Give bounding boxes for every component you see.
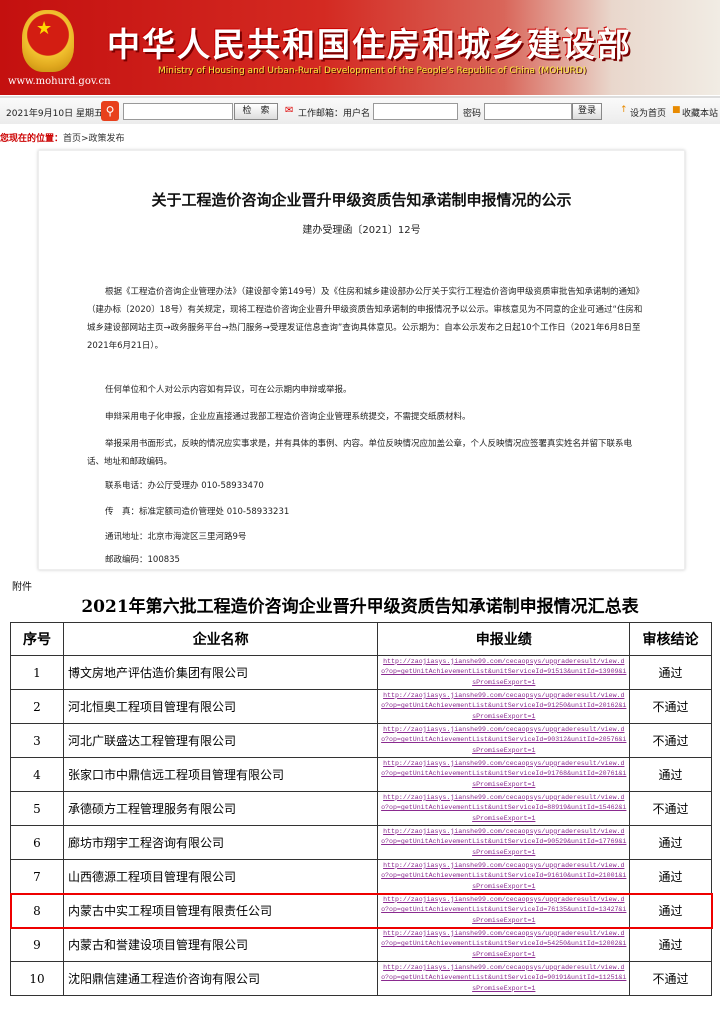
achievement-link[interactable]: http://zaojiasys.jianshe99.com/cecaopsys… <box>377 825 631 860</box>
national-emblem-icon: ★ <box>22 10 74 72</box>
mail-label: 工作邮箱：用户名 <box>298 109 371 119</box>
achievement-link[interactable]: http://zaojiasys.jianshe99.com/cecaopsys… <box>377 791 631 826</box>
table-row: 7 山西德源工程项目管理有限公司 http://zaojiasys.jianshe9… <box>10 859 712 894</box>
site-title: 中华人民共和国住房和城乡建设部 <box>107 25 632 64</box>
review-result: 通过 <box>629 927 712 962</box>
company-name: 博文房地产评估造价集团有限公司 <box>62 655 379 690</box>
breadcrumb-label: 您现在的位置： <box>0 134 64 144</box>
header-company: 企业名称 <box>62 622 379 656</box>
table-header-row: 序号 企业名称 申报业绩 审核结论 <box>10 622 712 656</box>
company-name: 内蒙古和誉建设项目管理有限公司 <box>62 927 379 962</box>
table-row: 10 沈阳鼎信建通工程造价咨询有限公司 http://zaojiasys.jians… <box>10 961 712 996</box>
table-title: 2021年第六批工程造价咨询企业晋升甲级资质告知承诺制申报情况汇总表 <box>81 597 639 617</box>
contact-address: 通讯地址：北京市海淀区三里河路9号 <box>105 532 247 542</box>
mail-icon: ✉ <box>285 105 294 116</box>
username-input[interactable] <box>373 103 458 120</box>
set-home-link[interactable]: 设为首页 <box>630 109 667 119</box>
company-name: 河北恒奥工程项目管理有限公司 <box>62 689 379 724</box>
toolbar: 2021年9月10日 星期五 ⚲ 检 索 ✉ 工作邮箱：用户名 密码 登录 ↑ … <box>0 96 720 124</box>
contact-phone: 联系电话：办公厅受理办 010-58933470 <box>105 481 264 491</box>
row-number: 1 <box>10 655 64 690</box>
review-result: 通过 <box>629 859 712 894</box>
table-row: 3 河北广联盛达工程管理有限公司 http://zaojiasys.jianshe9… <box>10 723 712 758</box>
achievement-link[interactable]: http://zaojiasys.jianshe99.com/cecaopsys… <box>377 723 631 758</box>
achievement-link[interactable]: http://zaojiasys.jianshe99.com/cecaopsys… <box>377 689 631 724</box>
search-icon: ⚲ <box>101 101 119 121</box>
row-number: 3 <box>10 723 64 758</box>
paragraph: 举报采用书面形式，反映的情况应实事求是，并有具体的事例、内容。单位反映情况应加盖… <box>87 439 633 467</box>
notice-title: 关于工程造价咨询企业晋升甲级资质告知承诺制申报情况的公示 <box>151 191 572 209</box>
postal-code: 邮政编码：100835 <box>105 555 180 565</box>
paragraph: 申辩采用电子化申报，企业应直接通过我部工程造价咨询企业管理系统提交，不需提交纸质… <box>105 412 471 422</box>
table-row: 8 内蒙古中实工程项目管理有限责任公司 http://zaojiasys.jians… <box>9 892 713 929</box>
paragraph: 根据《工程造价咨询企业管理办法》（建设部令第149号）及《住房和城乡建设部办公厅… <box>87 287 643 351</box>
company-name: 张家口市中鼎信远工程项目管理有限公司 <box>62 757 379 792</box>
row-number: 10 <box>10 961 64 996</box>
company-name: 河北广联盛达工程管理有限公司 <box>62 723 379 758</box>
site-subtitle: Ministry of Housing and Urban-Rural Deve… <box>158 66 587 76</box>
company-name: 廊坊市翔宇工程咨询有限公司 <box>62 825 379 860</box>
home-icon: ↑ <box>620 105 628 115</box>
row-number: 9 <box>10 927 64 962</box>
achievement-link[interactable]: http://zaojiasys.jianshe99.com/cecaopsys… <box>377 859 631 894</box>
bookmark-link[interactable]: 收藏本站 <box>682 109 719 119</box>
password-label: 密码 <box>463 109 482 119</box>
search-input[interactable] <box>123 103 233 120</box>
notice-document: 关于工程造价咨询企业晋升甲级资质告知承诺制申报情况的公示 建办受理函〔2021〕… <box>38 150 685 570</box>
review-result: 不通过 <box>629 689 712 724</box>
achievement-link[interactable]: http://zaojiasys.jianshe99.com/cecaopsys… <box>377 655 631 690</box>
breadcrumb-path[interactable]: 首页>政策发布 <box>63 134 125 144</box>
review-result: 通过 <box>629 655 712 690</box>
login-button[interactable]: 登录 <box>572 103 602 120</box>
header-no: 序号 <box>10 622 64 656</box>
review-result: 通过 <box>629 825 712 860</box>
table-row: 1 博文房地产评估造价集团有限公司 http://zaojiasys.jianshe… <box>10 655 712 690</box>
row-number: 6 <box>10 825 64 860</box>
achievement-link[interactable]: http://zaojiasys.jianshe99.com/cecaopsys… <box>377 927 631 962</box>
company-name: 内蒙古中实工程项目管理有限责任公司 <box>62 893 379 928</box>
breadcrumb: 您现在的位置：首页>政策发布 <box>0 131 125 144</box>
site-banner: ★ www.mohurd.gov.cn 中华人民共和国住房和城乡建设部 Mini… <box>0 0 720 95</box>
table-row: 5 承德硕方工程管理服务有限公司 http://zaojiasys.jianshe9… <box>10 791 712 826</box>
achievement-link[interactable]: http://zaojiasys.jianshe99.com/cecaopsys… <box>377 893 631 928</box>
contact-fax: 传 真：标准定额司造价管理处 010-58933231 <box>105 507 290 517</box>
password-input[interactable] <box>484 103 572 120</box>
header-result: 审核结论 <box>629 622 712 656</box>
header-achievement: 申报业绩 <box>377 622 631 656</box>
company-name: 山西德源工程项目管理有限公司 <box>62 859 379 894</box>
table-row: 6 廊坊市翔宇工程咨询有限公司 http://zaojiasys.jianshe99… <box>10 825 712 860</box>
achievement-link[interactable]: http://zaojiasys.jianshe99.com/cecaopsys… <box>377 961 631 996</box>
search-button[interactable]: 检 索 <box>234 103 278 120</box>
review-result: 通过 <box>629 893 712 928</box>
bookmark-icon: ■ <box>672 105 681 115</box>
date: 2021年9月10日 星期五 <box>6 109 103 119</box>
table-row: 2 河北恒奥工程项目管理有限公司 http://zaojiasys.jianshe9… <box>10 689 712 724</box>
row-number: 4 <box>10 757 64 792</box>
row-number: 7 <box>10 859 64 894</box>
review-result: 通过 <box>629 757 712 792</box>
review-result: 不通过 <box>629 961 712 996</box>
row-number: 2 <box>10 689 64 724</box>
row-number: 8 <box>10 893 64 928</box>
document-number: 建办受理函〔2021〕12号 <box>302 225 421 236</box>
company-name: 承德硕方工程管理服务有限公司 <box>62 791 379 826</box>
company-name: 沈阳鼎信建通工程造价咨询有限公司 <box>62 961 379 996</box>
summary-table: 序号 企业名称 申报业绩 审核结论 1 博文房地产评估造价集团有限公司 http:/… <box>9 622 713 996</box>
table-row: 9 内蒙古和誉建设项目管理有限公司 http://zaojiasys.jianshe… <box>10 927 712 962</box>
site-url: www.mohurd.gov.cn <box>8 76 111 87</box>
table-row: 4 张家口市中鼎信远工程项目管理有限公司 http://zaojiasys.jian… <box>10 757 712 792</box>
row-number: 5 <box>10 791 64 826</box>
achievement-link[interactable]: http://zaojiasys.jianshe99.com/cecaopsys… <box>377 757 631 792</box>
review-result: 不通过 <box>629 723 712 758</box>
paragraph: 任何单位和个人对公示内容如有异议，可在公示期内申辩或举报。 <box>105 385 352 395</box>
review-result: 不通过 <box>629 791 712 826</box>
attachment-label: 附件 <box>12 582 32 593</box>
